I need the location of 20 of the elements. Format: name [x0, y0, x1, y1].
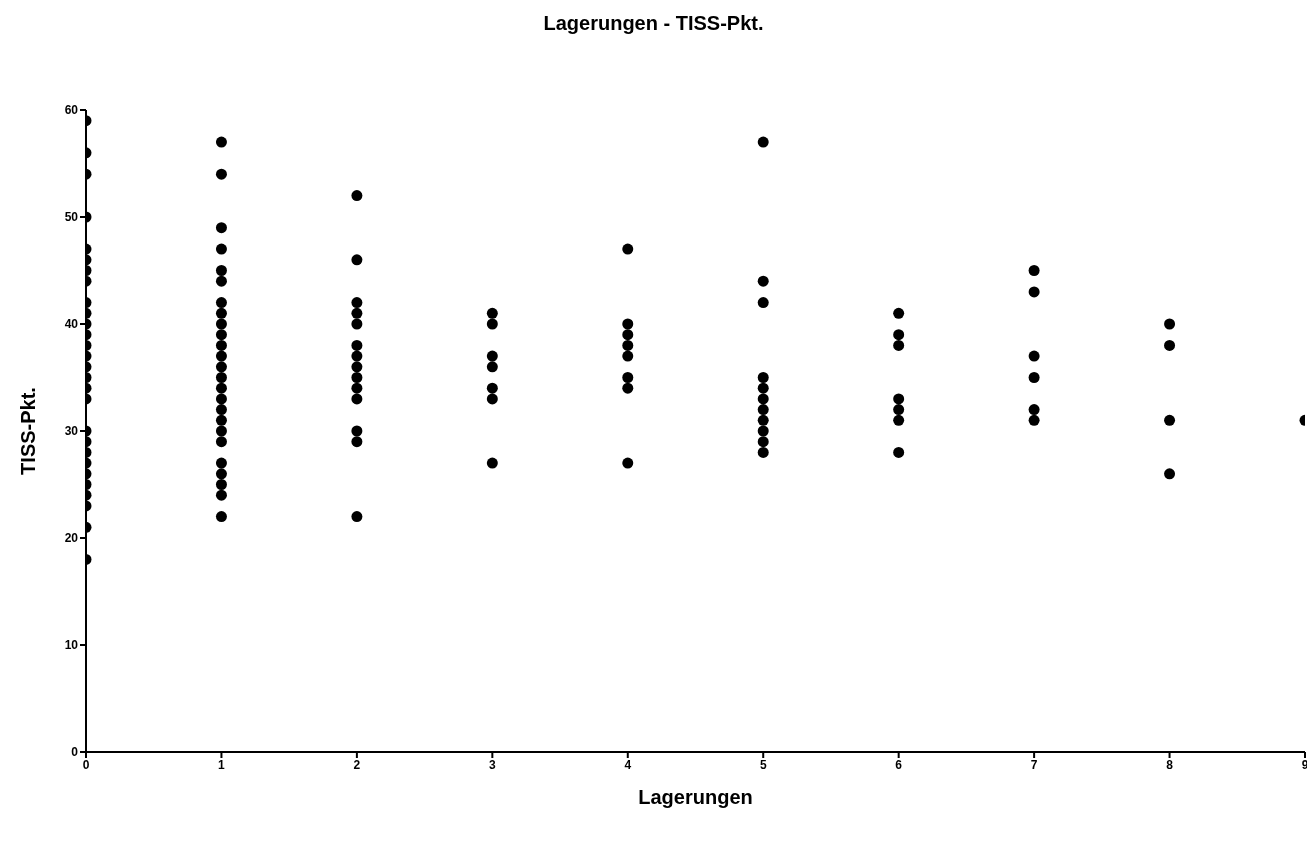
x-tick-label: 3 — [488, 757, 496, 772]
x-tick-label: 7 — [1030, 757, 1038, 772]
y-axis-title: TISS-Pkt. — [17, 387, 40, 475]
y-tick-label: 20 — [64, 531, 79, 546]
x-axis-title: Lagerungen — [638, 786, 753, 808]
y-tick-label: 60 — [64, 103, 79, 118]
x-tick-label: 8 — [1166, 757, 1174, 772]
y-tick-label: 50 — [64, 210, 79, 225]
x-tick-label: 6 — [895, 757, 903, 772]
y-tick-label: 10 — [64, 638, 79, 653]
y-tick-label: 30 — [64, 424, 79, 439]
x-tick-label: 4 — [624, 757, 632, 772]
x-tick-label: 9 — [1301, 757, 1307, 772]
x-tick-label: 0 — [82, 757, 90, 772]
chart-title: Lagerungen - TISS-Pkt. — [542, 12, 765, 36]
x-tick-label: 1 — [218, 757, 226, 772]
y-tick-label: 0 — [71, 745, 79, 760]
x-tick-label: 5 — [759, 757, 767, 772]
x-tick-label: 2 — [353, 757, 361, 772]
y-tick-label: 40 — [64, 317, 79, 332]
